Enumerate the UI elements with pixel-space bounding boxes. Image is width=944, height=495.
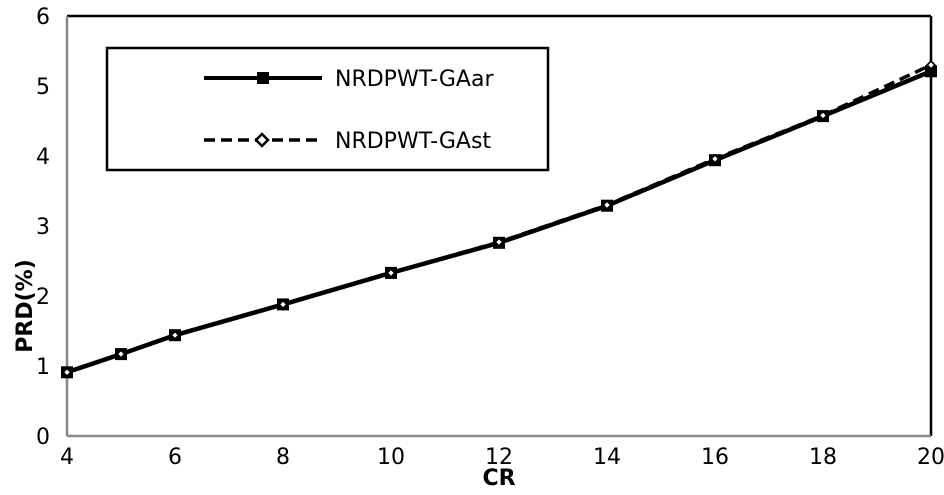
- hollow-diamond-marker-icon: [62, 367, 72, 377]
- legend-item-gast: NRDPWT-GAst: [204, 129, 491, 154]
- y-axis-ticks: 0 1 2 3 4 5 6: [36, 5, 50, 450]
- x-tick-label: 4: [60, 445, 74, 470]
- y-tick-label: 5: [36, 75, 50, 100]
- hollow-diamond-marker-icon: [494, 237, 504, 247]
- y-tick-label: 6: [36, 5, 50, 30]
- hollow-diamond-marker-icon: [254, 132, 270, 148]
- legend-label: NRDPWT-GAst: [335, 129, 491, 154]
- y-tick-label: 2: [36, 285, 50, 310]
- filled-square-marker-icon: [257, 72, 269, 84]
- hollow-diamond-marker-icon: [170, 330, 180, 340]
- x-tick-label: 16: [701, 445, 729, 470]
- diamond-overlay: [62, 60, 936, 377]
- y-tick-label: 3: [36, 215, 50, 240]
- x-tick-label: 6: [168, 445, 182, 470]
- x-tick-label: 20: [917, 445, 944, 470]
- x-tick-label: 18: [809, 445, 837, 470]
- x-tick-label: 14: [593, 445, 621, 470]
- hollow-diamond-marker-icon: [926, 60, 936, 70]
- x-tick-label: 8: [276, 445, 290, 470]
- y-axis-title: PRD(%): [13, 259, 38, 352]
- hollow-diamond-marker-icon: [818, 111, 828, 120]
- y-tick-label: 1: [36, 355, 50, 380]
- legend-label: NRDPWT-GAar: [335, 67, 494, 92]
- hollow-diamond-marker-icon: [278, 300, 288, 309]
- hollow-diamond-marker-icon: [386, 268, 396, 278]
- y-tick-label: 0: [36, 425, 50, 450]
- legend: NRDPWT-GAar NRDPWT-GAst: [105, 46, 550, 172]
- hollow-diamond-marker-icon: [602, 200, 612, 210]
- series-line: [66, 69, 932, 375]
- x-axis-title: CR: [482, 466, 515, 491]
- x-tick-label: 12: [485, 445, 513, 470]
- legend-item-gaar: NRDPWT-GAar: [204, 67, 494, 92]
- y-tick-label: 4: [36, 145, 50, 170]
- filled-square-marker-icon: [925, 65, 937, 78]
- x-axis-ticks: 4 6 8 10 12 14 16 18 20: [60, 445, 944, 470]
- x-tick-label: 10: [377, 445, 405, 470]
- hollow-diamond-marker-icon: [116, 349, 126, 359]
- hollow-diamond-marker-icon: [710, 154, 720, 164]
- legend-box: [105, 46, 550, 172]
